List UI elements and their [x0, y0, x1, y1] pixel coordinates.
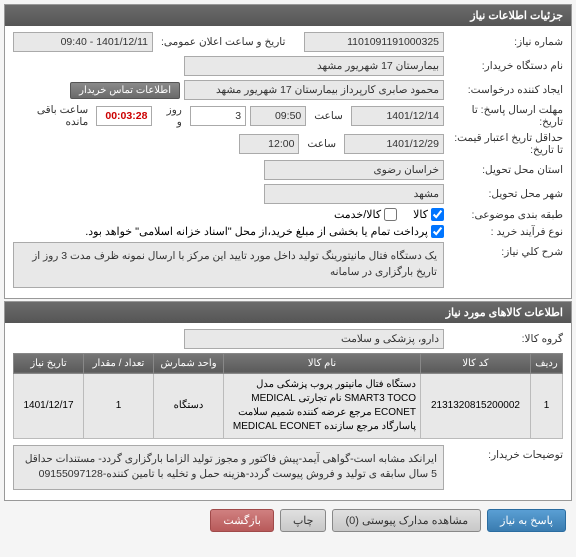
notes-text: ایرانکد مشابه است-گواهی آیمد-پیش فاکتور …	[13, 445, 444, 491]
col-unit: واحد شمارش	[154, 353, 224, 373]
goods-table: ردیف کد کالا نام کالا واحد شمارش تعداد /…	[13, 353, 563, 439]
reply-date-field: 1401/12/14	[351, 106, 444, 126]
class-service-item[interactable]: کالا/خدمت	[334, 208, 397, 221]
col-date: تاریخ نیاز	[14, 353, 84, 373]
info-body: شماره نیاز: 1101091191000325 تاریخ و ساع…	[5, 26, 571, 298]
col-idx: ردیف	[531, 353, 563, 373]
col-code: کد کالا	[421, 353, 531, 373]
class-goods-checkbox[interactable]	[431, 208, 444, 221]
back-button[interactable]: بازگشت	[210, 509, 274, 532]
province-label: استان محل تحویل:	[448, 164, 563, 176]
announce-field: 1401/12/11 - 09:40	[13, 32, 153, 52]
class-label: طبقه بندی موضوعی:	[448, 209, 563, 221]
goods-header: اطلاعات کالاهای مورد نیاز	[5, 302, 571, 323]
class-checkbox-group: کالا کالا/خدمت	[334, 208, 444, 221]
class-service-checkbox[interactable]	[384, 208, 397, 221]
creator-field: محمود صابری کارپرداز بیمارستان 17 شهریور…	[184, 80, 444, 100]
contact-button[interactable]: اطلاعات تماس خریدار	[70, 82, 180, 99]
validity-time-field: 12:00	[239, 134, 299, 154]
purchase-check-item[interactable]: پرداخت تمام یا بخشی از مبلغ خرید،از محل …	[85, 225, 444, 238]
group-field: دارو، پزشکی و سلامت	[184, 329, 444, 349]
reply-deadline-label: مهلت ارسال پاسخ: تا تاریخ:	[448, 104, 563, 128]
class-goods-item[interactable]: کالا	[413, 208, 444, 221]
class-goods-label: کالا	[413, 208, 428, 221]
reply-button[interactable]: پاسخ به نیاز	[487, 509, 566, 532]
buyer-field: بیمارستان 17 شهریور مشهد	[184, 56, 444, 76]
need-number-field: 1101091191000325	[304, 32, 444, 52]
table-row: 1 2131320815200002 دستگاه فتال مانیتور پ…	[14, 373, 563, 438]
days-label: روز و	[156, 104, 185, 128]
cell-name: دستگاه فتال مانیتور پروب پزشکی مدل SMART…	[224, 373, 421, 438]
cell-qty: 1	[84, 373, 154, 438]
days-field: 3	[190, 106, 246, 126]
need-number-label: شماره نیاز:	[448, 36, 563, 48]
purchase-checkbox[interactable]	[431, 225, 444, 238]
purchase-type-label: نوع فرآیند خرید :	[448, 226, 563, 238]
remaining-label: ساعت باقی مانده	[13, 104, 92, 128]
print-button[interactable]: چاپ	[280, 509, 327, 532]
cell-idx: 1	[531, 373, 563, 438]
time-label-2: ساعت	[303, 138, 340, 150]
table-header-row: ردیف کد کالا نام کالا واحد شمارش تعداد /…	[14, 353, 563, 373]
attachments-button[interactable]: مشاهده مدارک پیوستی (0)	[332, 509, 481, 532]
reply-time-field: 09:50	[250, 106, 306, 126]
cell-unit: دستگاه	[154, 373, 224, 438]
cell-code: 2131320815200002	[421, 373, 531, 438]
summary-text: یک دستگاه فتال مانیتورینگ تولید داخل مور…	[13, 242, 444, 288]
main-panel: جزئیات اطلاعات نیاز شماره نیاز: 11010911…	[4, 4, 572, 299]
cell-date: 1401/12/17	[14, 373, 84, 438]
city-field: مشهد	[264, 184, 444, 204]
notes-label: توضیحات خریدار:	[448, 445, 563, 461]
buyer-label: نام دستگاه خریدار:	[448, 60, 563, 72]
group-label: گروه کالا:	[448, 333, 563, 345]
timer-field: 00:03:28	[96, 106, 152, 126]
col-qty: تعداد / مقدار	[84, 353, 154, 373]
goods-body: گروه کالا: دارو، پزشکی و سلامت ردیف کد ک…	[5, 323, 571, 501]
validity-label: حداقل تاریخ اعتبار قیمت: تا تاریخ:	[448, 132, 563, 156]
province-field: خراسان رضوی	[264, 160, 444, 180]
announce-label: تاریخ و ساعت اعلان عمومی:	[157, 36, 289, 48]
validity-date-field: 1401/12/29	[344, 134, 444, 154]
time-label-1: ساعت	[310, 110, 347, 122]
purchase-note: پرداخت تمام یا بخشی از مبلغ خرید،از محل …	[85, 225, 428, 238]
goods-panel: اطلاعات کالاهای مورد نیاز گروه کالا: دار…	[4, 301, 572, 502]
city-label: شهر محل تحویل:	[448, 188, 563, 200]
purchase-checkbox-group: پرداخت تمام یا بخشی از مبلغ خرید،از محل …	[85, 225, 444, 238]
summary-label: شرح کلي نياز:	[448, 242, 563, 258]
footer-buttons: پاسخ به نیاز مشاهده مدارک پیوستی (0) چاپ…	[4, 503, 572, 538]
creator-label: ایجاد کننده درخواست:	[448, 84, 563, 96]
class-service-label: کالا/خدمت	[334, 208, 381, 221]
col-name: نام کالا	[224, 353, 421, 373]
main-header: جزئیات اطلاعات نیاز	[5, 5, 571, 26]
